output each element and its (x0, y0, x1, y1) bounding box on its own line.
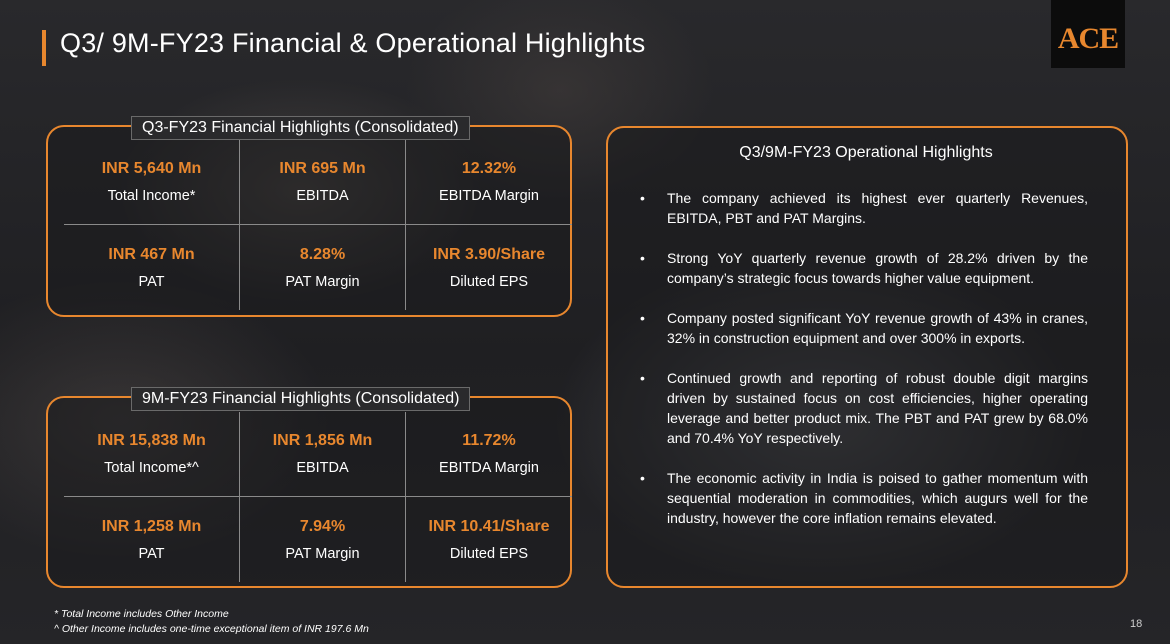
metric-value: INR 10.41/Share (428, 517, 550, 535)
q3-metrics-grid: INR 5,640 Mn Total Income* INR 695 Mn EB… (64, 140, 572, 310)
q3-ebitda-cell: INR 695 Mn EBITDA (240, 140, 406, 225)
nm-ebitda-cell: INR 1,856 Mn EBITDA (240, 412, 406, 497)
list-item: The economic activity in India is poised… (640, 468, 1088, 528)
metric-label: PAT (138, 273, 165, 290)
nm-diluted-eps-cell: INR 10.41/Share Diluted EPS (406, 497, 572, 582)
metric-label: PAT Margin (285, 545, 360, 562)
nm-metrics-grid: INR 15,838 Mn Total Income*^ INR 1,856 M… (64, 412, 572, 582)
metric-value: 12.32% (461, 160, 517, 177)
metric-label: EBITDA (296, 460, 349, 476)
footnote-total-income: * Total Income includes Other Income (54, 608, 229, 620)
metric-value: INR 467 Mn (108, 245, 195, 263)
metric-label: EBITDA Margin (439, 460, 539, 476)
metric-label: EBITDA (296, 188, 349, 204)
nm-financial-panel (46, 396, 572, 588)
footnote-other-income: ^ Other Income includes one-time excepti… (54, 623, 369, 635)
operational-title: Q3/9M-FY23 Operational Highlights (739, 144, 993, 161)
title-accent-bar (42, 30, 46, 66)
list-item: The company achieved its highest ever qu… (640, 188, 1088, 228)
metric-value: INR 695 Mn (279, 160, 366, 177)
operational-bullet-list: The company achieved its highest ever qu… (640, 188, 1088, 548)
metric-value: 11.72% (462, 432, 516, 449)
metric-value: INR 1,856 Mn (272, 432, 373, 449)
q3-ebitda-margin-cell: 12.32% EBITDA Margin (406, 140, 572, 225)
nm-ebitda-margin-cell: 11.72% EBITDA Margin (406, 412, 572, 497)
list-item: Company posted significant YoY revenue g… (640, 308, 1088, 348)
metric-value: 8.28% (299, 245, 346, 263)
nm-pat-cell: INR 1,258 Mn PAT (64, 497, 240, 582)
nm-panel-label: 9M-FY23 Financial Highlights (Consolidat… (131, 387, 471, 411)
metric-label: Total Income*^ (104, 460, 199, 476)
nm-pat-margin-cell: 7.94% PAT Margin (240, 497, 406, 582)
q3-diluted-eps-cell: INR 3.90/Share Diluted EPS (406, 225, 572, 310)
metric-label: Diluted EPS (449, 545, 529, 562)
metric-label: Diluted EPS (449, 273, 529, 290)
q3-financial-panel (46, 125, 572, 317)
metric-value: 7.94% (299, 517, 346, 535)
metric-label: PAT Margin (285, 273, 360, 290)
list-item: Strong YoY quarterly revenue growth of 2… (640, 248, 1088, 288)
metric-label: PAT (138, 545, 165, 562)
metric-value: INR 3.90/Share (432, 245, 546, 263)
metric-label: Total Income* (107, 188, 196, 204)
q3-panel-label: Q3-FY23 Financial Highlights (Consolidat… (131, 116, 470, 140)
metric-value: INR 5,640 Mn (101, 160, 202, 177)
logo-text: ACE (1057, 22, 1119, 55)
metric-label: EBITDA Margin (439, 188, 539, 204)
ace-logo: ACE (1051, 0, 1125, 68)
list-item: Continued growth and reporting of robust… (640, 368, 1088, 448)
q3-pat-cell: INR 467 Mn PAT (64, 225, 240, 310)
metric-value: INR 1,258 Mn (101, 517, 202, 535)
page-title: Q3/ 9M-FY23 Financial & Operational High… (60, 28, 646, 58)
metric-value: INR 15,838 Mn (97, 432, 206, 449)
q3-pat-margin-cell: 8.28% PAT Margin (240, 225, 406, 310)
nm-total-income-cell: INR 15,838 Mn Total Income*^ (64, 412, 240, 497)
page-number: 18 (1130, 618, 1143, 630)
q3-total-income-cell: INR 5,640 Mn Total Income* (64, 140, 240, 225)
